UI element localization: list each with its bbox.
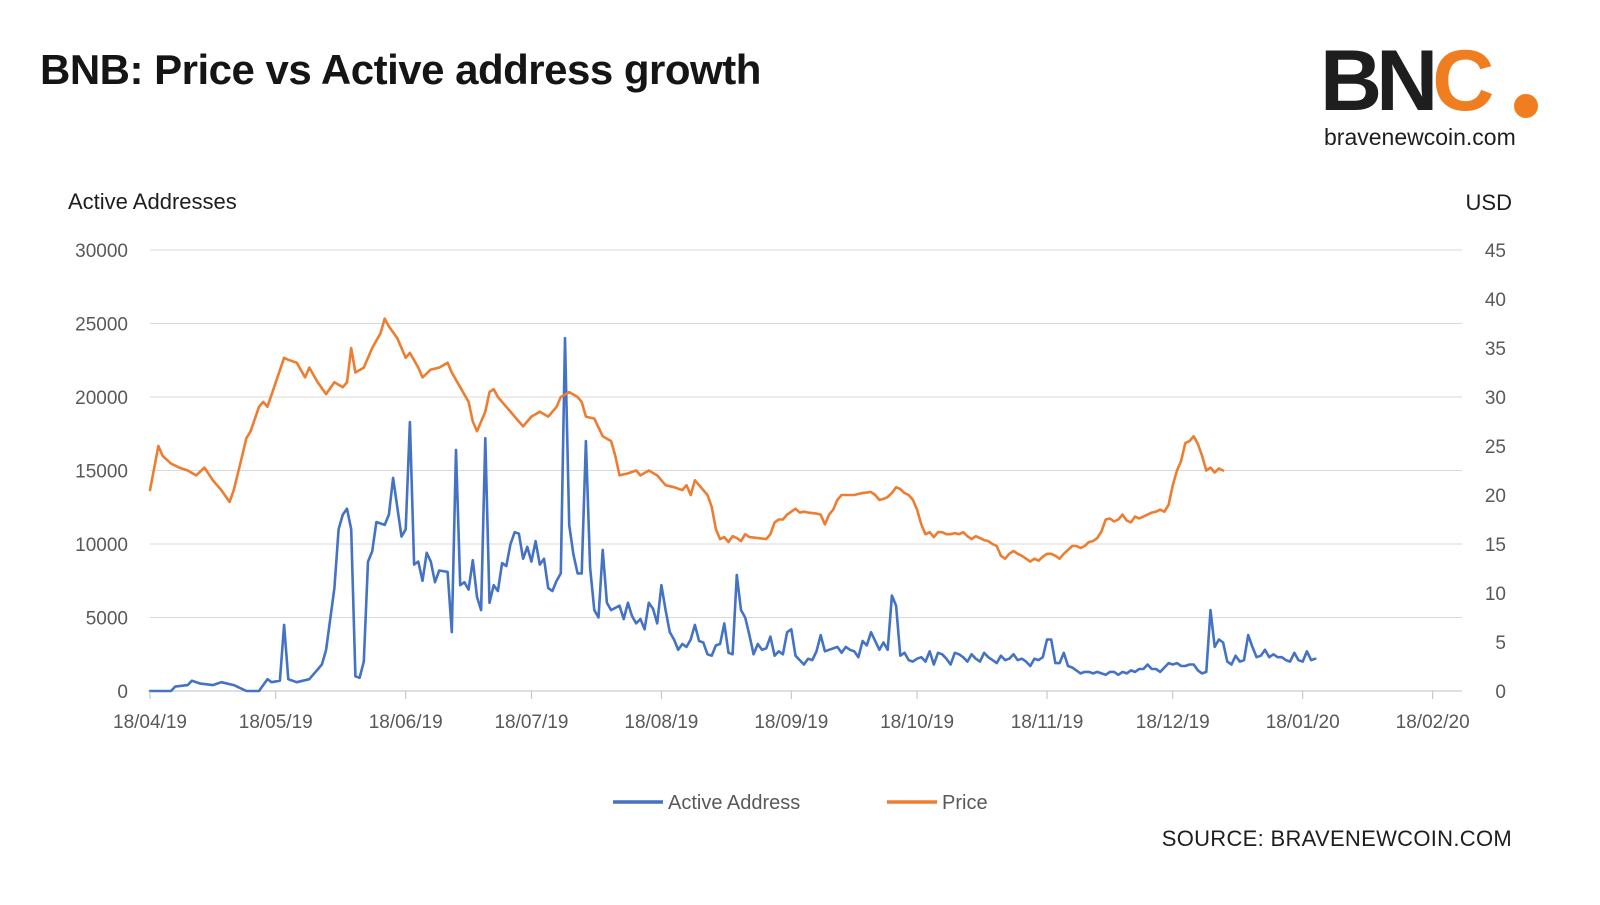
y-left-axis-title: Active Addresses <box>68 189 237 214</box>
brand-logo: BNC bravenewcoin.com <box>1320 38 1560 150</box>
x-tick-label: 18/02/20 <box>1396 712 1470 733</box>
x-tick-label: 18/05/19 <box>239 712 313 733</box>
logo-mark-letters: BN <box>1320 33 1438 129</box>
source-note: SOURCE: BRAVENEWCOIN.COM <box>1161 826 1512 851</box>
y-right-tick-label: 40 <box>1485 290 1506 311</box>
y-left-tick-label: 30000 <box>75 241 128 262</box>
active-address-series-line <box>148 336 1317 693</box>
legend-label-price: Price <box>942 792 988 814</box>
logo-url: bravenewcoin.com <box>1324 124 1516 150</box>
x-tick-label: 18/11/19 <box>1011 712 1084 733</box>
x-tick-label: 18/12/19 <box>1136 712 1210 733</box>
price-series-line <box>148 317 1225 563</box>
y-right-tick-label: 45 <box>1485 241 1506 262</box>
y-left-tick-label: 25000 <box>75 315 128 336</box>
y-left-tick-label: 5000 <box>86 609 128 630</box>
y-right-tick-label: 5 <box>1495 633 1506 654</box>
logo-mark: BNC <box>1320 38 1494 124</box>
y-left-tick-label: 15000 <box>75 462 128 483</box>
x-tick-label: 18/07/19 <box>494 712 568 733</box>
y-left-tick-label: 0 <box>117 682 128 703</box>
x-tick-label: 18/06/19 <box>369 712 443 733</box>
x-tick-label: 18/10/19 <box>880 712 954 733</box>
logo-dot-icon <box>1514 94 1538 118</box>
x-tick-label: 18/09/19 <box>754 712 828 733</box>
y-right-tick-label: 10 <box>1485 584 1506 605</box>
x-tick-label: 18/01/20 <box>1266 712 1340 733</box>
chart-title: BNB: Price vs Active address growth <box>40 46 761 93</box>
legend-label-active-address: Active Address <box>668 792 800 814</box>
y-right-tick-label: 20 <box>1485 486 1506 507</box>
y-left-tick-label: 10000 <box>75 535 128 556</box>
y-right-tick-label: 35 <box>1485 339 1506 360</box>
y-right-axis-title: USD <box>1466 190 1512 215</box>
y-right-tick-label: 0 <box>1495 682 1506 703</box>
y-right-tick-label: 30 <box>1485 388 1506 409</box>
x-tick-label: 18/04/19 <box>113 712 187 733</box>
y-right-tick-label: 15 <box>1485 535 1506 556</box>
x-tick-label: 18/08/19 <box>624 712 698 733</box>
y-left-tick-label: 20000 <box>75 388 128 409</box>
logo-mark-accent: C <box>1432 33 1494 129</box>
y-right-tick-label: 25 <box>1485 437 1506 458</box>
